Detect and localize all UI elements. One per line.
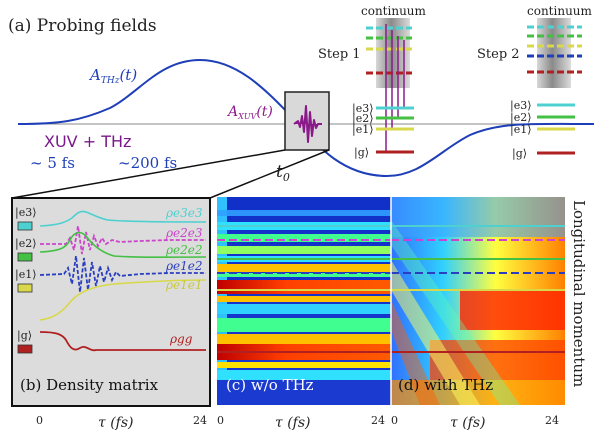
a-thz-label: ATHz(t) <box>88 66 137 86</box>
curve-rho-e3e3 <box>39 210 207 227</box>
panel-d: (d) with THz <box>391 197 565 405</box>
b-level-e1: |e1⟩ <box>15 268 37 282</box>
zoom-line-right <box>209 149 330 199</box>
label-rho-e2e2: ρe2e2 <box>165 243 203 257</box>
band <box>217 318 391 332</box>
tick-d-24: 24 <box>545 414 559 427</box>
b-level-g: |g⟩ <box>17 329 32 343</box>
shade <box>460 290 565 330</box>
band <box>217 264 391 272</box>
shade <box>391 197 565 237</box>
label-rho-e1e1: ρe1e1 <box>165 278 203 292</box>
tau-label-c: τ (fs) <box>275 415 311 431</box>
level-label-g: |g⟩ <box>512 147 527 161</box>
curve-rho-e2e3 <box>40 225 206 255</box>
panel-c: (c) w/o THz <box>217 197 391 405</box>
level-label-e2: |e2⟩ <box>352 112 374 126</box>
panel-b: |e3⟩ |e2⟩ |e1⟩ |g⟩ ρe3e3 ρe2e3 ρe2e2 ρe1… <box>11 197 211 407</box>
xuv-thz-label: XUV + THz <box>44 132 131 151</box>
band <box>217 380 391 405</box>
band <box>217 234 391 242</box>
curve-rho-e1e1 <box>39 279 207 321</box>
level-label-e1: |e1⟩ <box>510 123 532 137</box>
curve-rho-e1e2 <box>39 255 206 293</box>
shade <box>391 380 565 405</box>
streak <box>391 220 520 405</box>
zoom-line-left <box>11 149 286 199</box>
band <box>217 370 391 380</box>
tick-c-0: 0 <box>217 414 224 427</box>
panel-b-frame <box>11 197 211 407</box>
label-rho-e1e2: ρe1e2 <box>165 259 203 273</box>
thz-duration: ~200 fs <box>118 154 177 172</box>
panel-c-label: (c) w/o THz <box>226 376 314 394</box>
band <box>217 362 391 368</box>
band <box>217 210 391 216</box>
b-chip-e1 <box>17 283 33 293</box>
b-level-e2: |e2⟩ <box>15 237 37 251</box>
curve-rho-gg <box>39 331 206 352</box>
level-label-g: |g⟩ <box>354 146 369 160</box>
step1-label: Step 1 <box>318 47 361 62</box>
level-label-e2: |e2⟩ <box>510 111 532 125</box>
continuum-band-2 <box>537 18 571 88</box>
b-chip-g <box>17 344 33 354</box>
b-chip-e3 <box>17 221 33 231</box>
curve-rho-e2e2 <box>39 231 207 259</box>
panel-d-label: (d) with THz <box>398 376 493 394</box>
band <box>217 334 391 344</box>
tick-d-0: 0 <box>391 414 398 427</box>
continuum-label-2: continuum <box>527 4 593 18</box>
step2-diagram: continuum Step 2 |e3⟩ |e2⟩ |e1⟩ |g⟩ <box>477 4 593 161</box>
panel-a-title: (a) Probing fields <box>8 16 157 36</box>
tau-label-d: τ (fs) <box>450 415 486 431</box>
band <box>217 273 391 277</box>
t0-label: t0 <box>276 162 290 184</box>
band <box>217 280 391 294</box>
label-rho-e2e3: ρe2e3 <box>165 226 203 240</box>
continuum-label-1: continuum <box>361 4 427 18</box>
label-rho-gg: ρgg <box>169 332 193 346</box>
tick-c-24: 24 <box>371 414 385 427</box>
xuv-duration: ~ 5 fs <box>30 154 75 172</box>
tick-b-24: 24 <box>193 414 207 427</box>
level-label-e3: |e3⟩ <box>510 99 532 113</box>
a-xuv-label: AXUV(t) <box>226 104 273 121</box>
band <box>217 296 391 302</box>
right-axis-label: Longitudinal momentum <box>570 200 588 387</box>
xuv-pulse <box>293 105 322 143</box>
streak <box>391 260 480 405</box>
band <box>217 304 391 314</box>
panel-b-label: (b) Density matrix <box>20 376 159 394</box>
b-level-e3: |e3⟩ <box>15 206 37 220</box>
panel-a: (a) Probing fields ATHz(t) AXUV(t) XUV +… <box>8 4 595 199</box>
tick-b-0: 0 <box>36 414 43 427</box>
band <box>217 246 391 254</box>
step2-label: Step 2 <box>477 47 520 62</box>
step1-diagram: continuum Step 1 |e3⟩ |e2⟩ |e1⟩ |g⟩ <box>318 4 427 160</box>
level-label-e1: |e1⟩ <box>352 123 374 137</box>
b-chip-e2 <box>17 252 33 262</box>
tau-label-b: τ (fs) <box>98 415 134 431</box>
label-rho-e3e3: ρe3e3 <box>165 206 203 220</box>
bottom-axes: 0 24 τ (fs) 0 24 τ (fs) 0 24 τ (fs) Long… <box>36 200 588 431</box>
level-label-e3: |e3⟩ <box>352 102 374 116</box>
